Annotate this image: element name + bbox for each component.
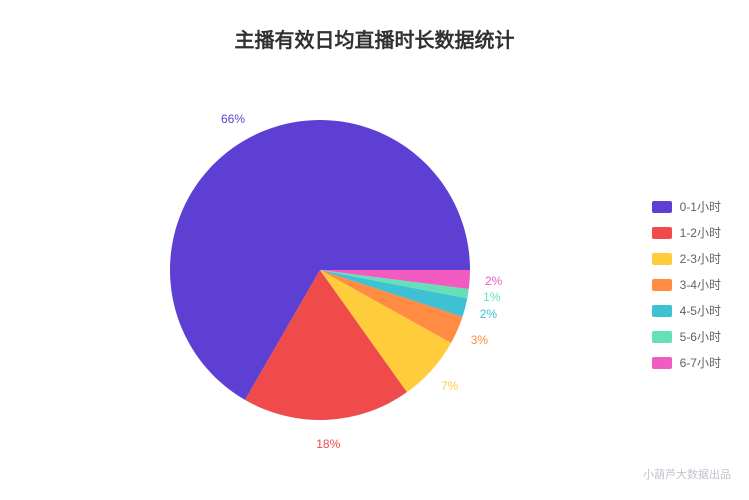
- legend-label: 5-6小时: [680, 328, 721, 345]
- legend-swatch: [652, 305, 672, 317]
- slice-label: 1%: [483, 290, 500, 304]
- legend-label: 2-3小时: [680, 250, 721, 267]
- slice-label: 2%: [485, 274, 502, 288]
- legend: 0-1小时 1-2小时 2-3小时 3-4小时 4-5小时 5-6小时 6-7小时: [652, 198, 721, 371]
- legend-swatch: [652, 253, 672, 265]
- slice-label: 2%: [480, 307, 497, 321]
- legend-item: 5-6小时: [652, 328, 721, 345]
- legend-swatch: [652, 357, 672, 369]
- legend-swatch: [652, 227, 672, 239]
- legend-swatch: [652, 331, 672, 343]
- slice-label: 3%: [471, 333, 488, 347]
- legend-swatch: [652, 201, 672, 213]
- slice-label: 18%: [316, 437, 340, 451]
- pie-chart: 66% 18% 7% 3% 2% 1% 2%: [0, 70, 600, 470]
- legend-label: 0-1小时: [680, 198, 721, 215]
- slice-label: 66%: [221, 112, 245, 126]
- slice-label: 7%: [441, 379, 458, 393]
- legend-item: 4-5小时: [652, 302, 721, 319]
- legend-label: 4-5小时: [680, 302, 721, 319]
- legend-swatch: [652, 279, 672, 291]
- legend-item: 2-3小时: [652, 250, 721, 267]
- legend-item: 6-7小时: [652, 354, 721, 371]
- legend-item: 3-4小时: [652, 276, 721, 293]
- legend-item: 1-2小时: [652, 224, 721, 241]
- legend-item: 0-1小时: [652, 198, 721, 215]
- legend-label: 6-7小时: [680, 354, 721, 371]
- attribution: 小葫芦大数据出品: [643, 466, 731, 482]
- chart-title: 主播有效日均直播时长数据统计: [0, 0, 749, 53]
- legend-label: 3-4小时: [680, 276, 721, 293]
- legend-label: 1-2小时: [680, 224, 721, 241]
